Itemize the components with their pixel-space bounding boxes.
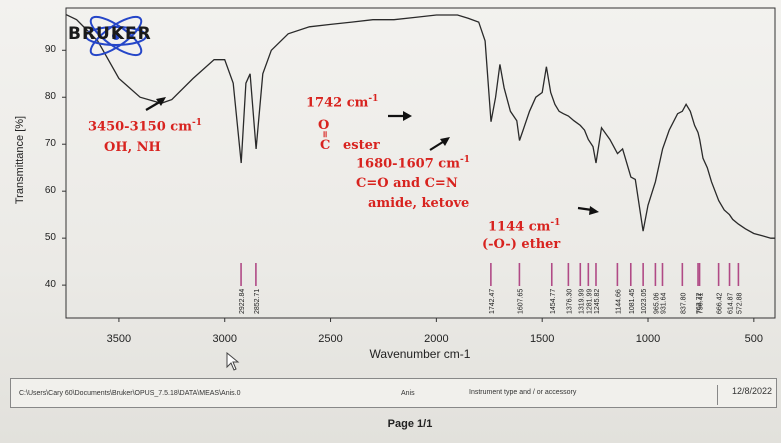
measurement-date: 12/8/2022 (716, 385, 772, 405)
peak-label: 1144.66 (615, 289, 622, 314)
x-tick-label: 2000 (424, 333, 449, 345)
peak-label: 2852.71 (254, 289, 261, 314)
peak-label: 1454.77 (550, 289, 557, 314)
ester-carbonyl-o: O (318, 118, 330, 133)
y-tick-label: 40 (44, 279, 56, 291)
peak-label: 1281.99 (586, 289, 593, 314)
annotation-ether-label: (-O-) ether (482, 237, 561, 252)
annotation-ether-wavenumber: 1144 cm-1 (488, 218, 561, 235)
y-tick-label: 70 (44, 138, 56, 150)
ester-double-bond-mark: ॥ (322, 130, 328, 140)
peak-label: 614.87 (728, 292, 735, 314)
annotation-arrows (145, 97, 599, 215)
annotation-ester-label: ester (343, 138, 380, 153)
x-tick-label: 1500 (529, 333, 555, 345)
bruker-logo (58, 12, 198, 62)
y-tick-label: 90 (44, 44, 56, 56)
arrow-ether (577, 206, 599, 215)
peak-labels: 2922.84 2852.71 1742.47 1607.65 1454.77 1376.… (239, 289, 743, 314)
arrow-oh-nh (145, 97, 166, 111)
peak-label: 1607.65 (517, 289, 524, 314)
peak-label: 1023.05 (641, 289, 648, 314)
axis-ticks (62, 49, 755, 322)
x-tick-label: 1000 (635, 333, 661, 345)
peak-label: 1742.47 (489, 289, 496, 314)
peak-label: 756.41 (698, 292, 705, 314)
page-number: Page 1/1 (387, 418, 433, 430)
bruker-logo-text: BRUKER (68, 24, 152, 44)
y-axis-label: Transmittance [%] (14, 115, 26, 205)
annotation-oh-nh-wavenumber: 3450-3150 cm-1 (88, 118, 202, 135)
arrow-amide (429, 137, 450, 151)
peak-label: 666.42 (717, 292, 724, 314)
sample-name: Anis (401, 390, 415, 397)
plot-frame (65, 7, 776, 319)
peak-label: 2922.84 (239, 289, 246, 314)
x-axis-label: Wavenumber cm-1 (369, 347, 471, 361)
report-footer: C:\Users\Cary 60\Documents\Bruker\OPUS_7… (10, 378, 777, 408)
bruker-logo-orbit-icon (85, 15, 147, 57)
mouse-cursor-icon (226, 352, 240, 371)
peak-label: 965.06 (653, 292, 660, 314)
annotation-amide-bonds: C=O and C=N (356, 176, 458, 191)
x-tick-label: 3000 (212, 333, 237, 345)
peak-label: 1376.30 (566, 289, 573, 314)
peak-label: 931.64 (660, 292, 667, 314)
x-tick-label: 500 (744, 333, 763, 345)
x-tick-label: 2500 (318, 333, 343, 345)
file-path: C:\Users\Cary 60\Documents\Bruker\OPUS_7… (19, 390, 241, 397)
arrow-ester (388, 111, 412, 121)
x-tick-label: 3500 (106, 333, 132, 345)
peak-label: 837.80 (680, 292, 687, 314)
annotation-amide-wavenumber: 1680-1607 cm-1 (356, 155, 470, 172)
y-tick-label: 60 (44, 185, 56, 197)
peak-label: 572.88 (736, 292, 743, 314)
y-tick-label: 50 (44, 232, 56, 244)
annotation-ester-wavenumber: 1742 cm-1 (306, 94, 379, 111)
peak-label: 1245.82 (594, 289, 601, 314)
peak-label: 763.72 (696, 292, 703, 314)
annotation-amide-label: amide, ketove (368, 196, 470, 211)
annotation-oh-nh-label: OH, NH (104, 140, 161, 155)
peak-label: 1081.45 (629, 289, 636, 314)
y-tick-label: 80 (44, 91, 56, 103)
ester-carbonyl-c: C (320, 138, 331, 153)
peak-markers (240, 263, 740, 286)
peak-label: 1319.99 (578, 289, 585, 314)
instrument-accessory: Instrument type and / or accessory (469, 389, 577, 396)
spectrum-line (65, 14, 775, 239)
